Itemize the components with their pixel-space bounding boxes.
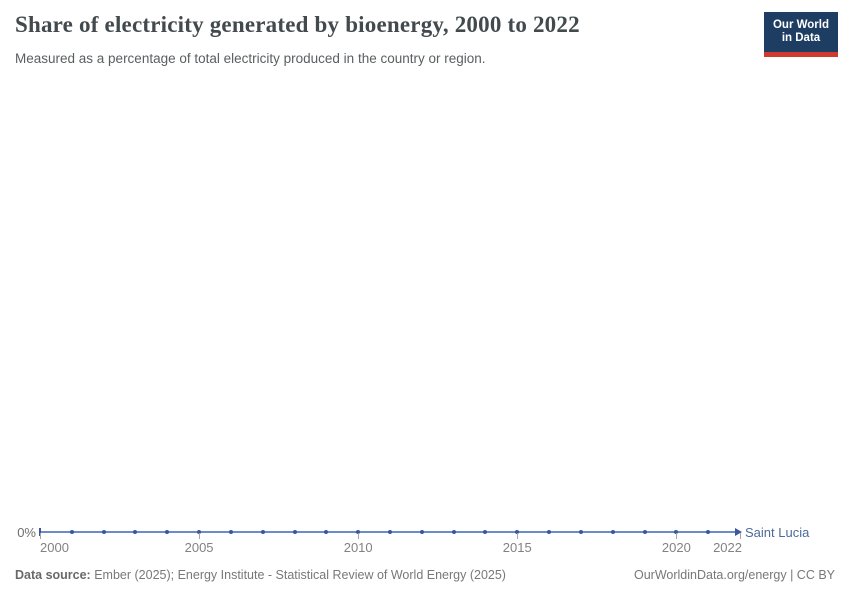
- data-point-2010: [356, 530, 361, 534]
- data-point-2006: [228, 530, 233, 534]
- x-tick-2000: [40, 533, 41, 539]
- series-label-saint-lucia[interactable]: Saint Lucia: [745, 525, 810, 540]
- chart-subtitle: Measured as a percentage of total electr…: [15, 51, 486, 66]
- data-source: Data source: Ember (2025); Energy Instit…: [15, 568, 506, 582]
- data-point-2020: [674, 530, 679, 534]
- data-point-2016: [547, 530, 552, 534]
- x-tick-label-2000: 2000: [40, 540, 69, 555]
- data-point-2015: [515, 530, 520, 534]
- data-source-label: Data source:: [15, 568, 91, 582]
- data-source-text: Ember (2025); Energy Institute - Statist…: [90, 568, 506, 582]
- data-point-2021: [706, 530, 711, 534]
- chart-title: Share of electricity generated by bioene…: [15, 12, 580, 37]
- data-point-2017: [578, 530, 583, 534]
- data-point-2011: [388, 530, 392, 534]
- data-point-2001: [69, 530, 74, 534]
- x-tick-2022: [740, 533, 741, 539]
- data-point-2018: [610, 530, 615, 534]
- x-tick-2020: [676, 533, 678, 539]
- y-axis-zero-label: 0%: [17, 525, 36, 540]
- x-tick-label-2015: 2015: [502, 540, 532, 555]
- x-tick-label-2022: 2022: [713, 540, 742, 555]
- data-point-2013: [451, 530, 456, 534]
- data-point-2019: [642, 530, 647, 534]
- owid-logo-line2: in Data: [781, 32, 821, 44]
- x-tick-2010: [358, 533, 360, 539]
- license-link[interactable]: OurWorldinData.org/energy | CC BY: [633, 568, 835, 582]
- data-point-2003: [133, 530, 138, 534]
- data-point-2004: [165, 530, 170, 534]
- data-point-2002: [101, 530, 106, 534]
- line-end-arrow: [735, 528, 742, 536]
- data-point-2009: [324, 530, 329, 534]
- owid-logo: Our World in Data: [764, 12, 838, 57]
- data-point-2007: [260, 530, 265, 534]
- x-tick-label-2020: 2020: [661, 540, 691, 555]
- owid-logo-line1: Our World: [772, 19, 829, 31]
- x-tick-label-2005: 2005: [184, 540, 214, 555]
- data-point-2005: [197, 530, 202, 534]
- x-tick-2005: [199, 533, 201, 539]
- data-point-2000: [39, 528, 41, 536]
- x-tick-2015: [517, 533, 519, 539]
- data-point-2012: [419, 530, 424, 534]
- x-tick-label-2010: 2010: [343, 540, 373, 555]
- data-point-2014: [483, 530, 488, 534]
- data-point-2008: [292, 530, 297, 534]
